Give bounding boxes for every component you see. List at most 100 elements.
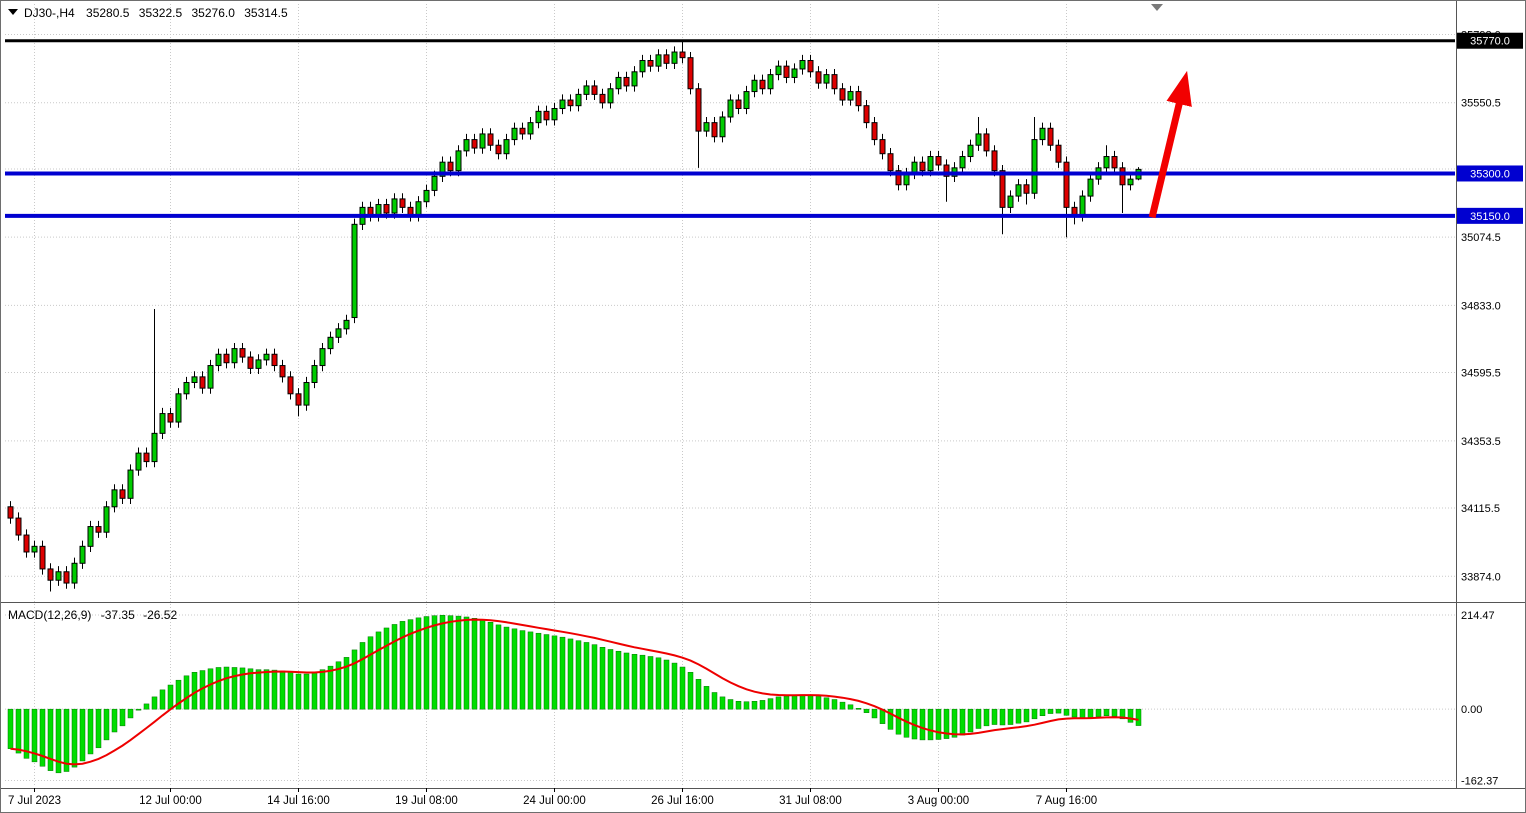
candle-bearish [623, 76, 630, 87]
macd-histogram-bar [1087, 708, 1094, 718]
candle-bearish [519, 127, 526, 135]
macd-header: MACD(12,26,9) -37.35 -26.52 [8, 608, 177, 622]
macd-histogram-bar [551, 635, 558, 710]
candle-bearish [991, 150, 998, 172]
macd-histogram-bar [623, 652, 630, 710]
candle-bearish [39, 545, 46, 570]
macd-axis-label: -162.37 [1461, 775, 1498, 787]
macd-histogram-bar [359, 642, 366, 710]
candle-bearish [23, 534, 30, 553]
macd-histogram-bar [223, 666, 230, 710]
time-axis-label: 26 Jul 16:00 [651, 795, 714, 807]
macd-histogram-bar [239, 667, 246, 710]
macd-histogram-bar [767, 698, 774, 710]
candle-bullish [799, 59, 806, 70]
candle-bullish [175, 393, 182, 423]
close-value: 35314.5 [244, 6, 288, 20]
candle-bullish [335, 328, 342, 338]
macd-histogram-bar [415, 617, 422, 710]
candle-bearish [167, 413, 174, 423]
candle-bullish [343, 319, 350, 330]
macd-histogram-bar [775, 696, 782, 710]
candle-bearish [495, 144, 502, 155]
macd-histogram-bar [1095, 708, 1102, 717]
candle-bullish [823, 74, 830, 84]
macd-histogram-bar [999, 708, 1006, 726]
macd-histogram-bar [711, 692, 718, 710]
candle-bullish [263, 353, 270, 361]
macd-histogram-bar [127, 708, 134, 719]
high-value: 35322.5 [139, 6, 183, 20]
trend-arrow-layer[interactable] [1148, 70, 1192, 219]
macd-histogram-bar [183, 675, 190, 710]
candle-bullish [975, 133, 982, 146]
candle-bearish [143, 452, 150, 463]
macd-series [7, 614, 1142, 774]
macd-histogram-bar [447, 615, 454, 710]
candle-bullish [655, 54, 662, 67]
macd-histogram-bar [607, 649, 614, 710]
macd-histogram-bar [519, 630, 526, 710]
candle-bearish [567, 99, 574, 107]
candle-bearish [679, 51, 686, 59]
candle-bearish [95, 526, 102, 533]
time-axis[interactable] [0, 789, 1526, 813]
macd-histogram-bar [63, 708, 70, 772]
candle-bearish [983, 133, 990, 152]
candle-bearish [695, 88, 702, 132]
candle-bearish [935, 156, 942, 166]
macd-histogram-bar [783, 695, 790, 710]
price-axis-label: 34595.5 [1461, 367, 1501, 379]
candle-bearish [831, 74, 838, 90]
level-price-badges: 35770.0 35300.0 35150.0 [1457, 32, 1523, 224]
main-plot-area[interactable] [5, 4, 1455, 600]
time-axis-label: 24 Jul 00:00 [523, 795, 586, 807]
time-axis-labels: 7 Jul 2023 12 Jul 00:00 14 Jul 16:00 19 Jul… [8, 788, 1097, 807]
candle-bearish [63, 571, 70, 584]
macd-histogram-bar [855, 708, 862, 710]
candle-bullish [479, 133, 486, 149]
candle-bearish [855, 91, 862, 107]
macd-histogram-bar [575, 640, 582, 710]
candle-bullish [671, 51, 678, 64]
price-axis[interactable] [1457, 0, 1526, 788]
macd-histogram-bar [343, 657, 350, 710]
macd-histogram-bar [95, 708, 102, 749]
macd-histogram-bar [951, 708, 958, 738]
candle-bearish [239, 348, 246, 358]
macd-histogram-bar [215, 667, 222, 710]
candle-bullish [191, 376, 198, 384]
macd-histogram-bar [559, 636, 566, 710]
time-axis-label: 12 Jul 00:00 [139, 795, 202, 807]
macd-histogram-bar [1135, 708, 1142, 726]
macd-histogram-bar [399, 621, 406, 710]
candle-bullish [111, 489, 118, 508]
chart-shift-marker-icon[interactable] [1151, 4, 1163, 11]
candle-bullish [151, 432, 158, 463]
macd-histogram-bar [1047, 708, 1054, 714]
candle-bearish [223, 353, 230, 364]
symbol-dropdown-icon [8, 9, 18, 15]
macd-histogram-bar [175, 679, 182, 710]
candle-bullish [1039, 127, 1046, 141]
macd-histogram-bar [823, 697, 830, 710]
candle-bearish [1047, 127, 1054, 146]
macd-signal-line [10, 618, 1139, 766]
macd-histogram-bar [47, 708, 54, 771]
macd-histogram-bar [663, 659, 670, 710]
candle-bearish [887, 153, 894, 172]
macd-histogram-bar [319, 669, 326, 710]
candle-bearish [199, 376, 206, 389]
horizontal-level-lines[interactable] [5, 39, 1455, 218]
candle-bearish [271, 353, 278, 367]
candle-bearish [247, 356, 254, 369]
macd-plot-area[interactable] [5, 606, 1455, 786]
macd-histogram-bar [703, 686, 710, 710]
trend-arrow[interactable] [1148, 70, 1192, 219]
candle-bullish [607, 88, 614, 104]
candle-bullish [439, 161, 446, 177]
macd-histogram-bar [143, 703, 150, 710]
candle-bearish [1063, 161, 1070, 208]
